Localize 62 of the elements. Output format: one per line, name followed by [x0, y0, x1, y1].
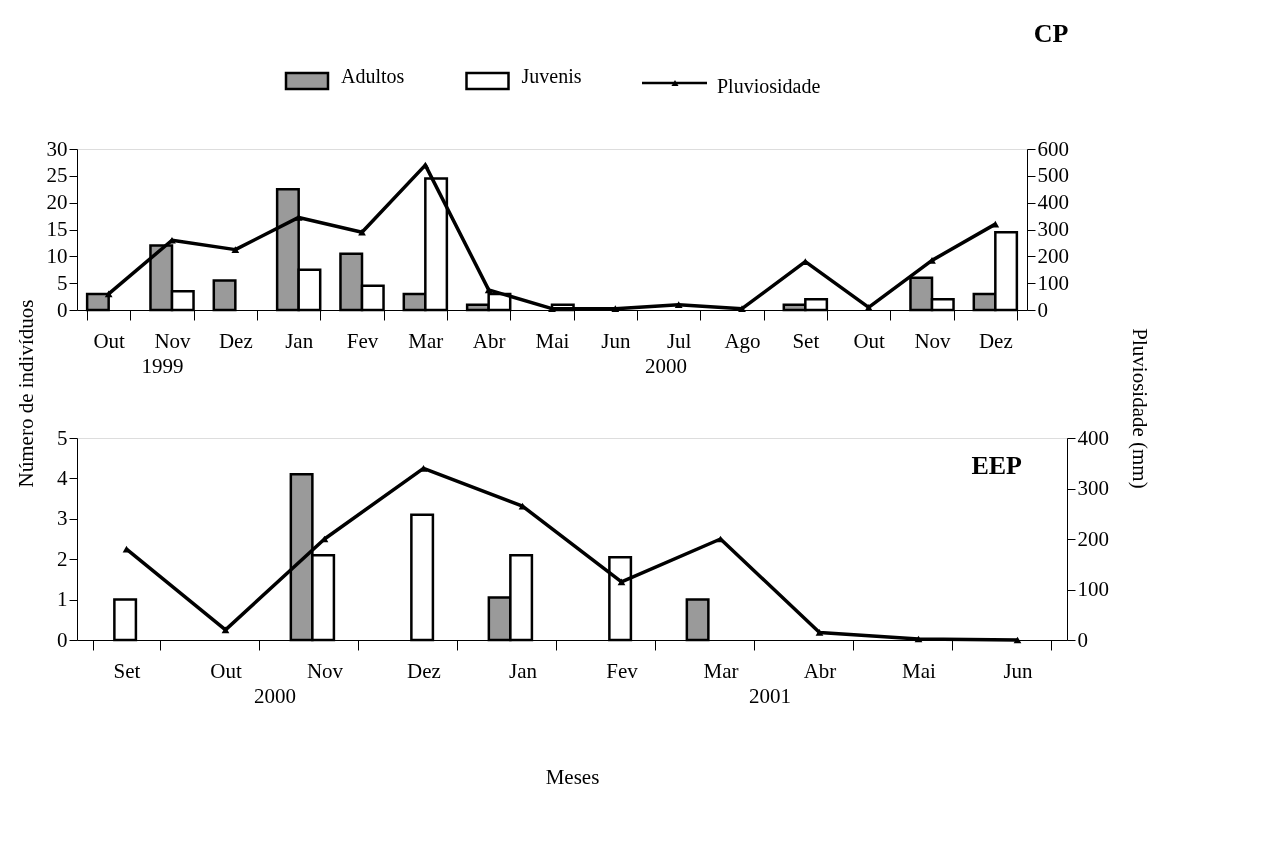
y2-tick-label: 300 [1077, 476, 1109, 500]
x-tick-label: Set [113, 658, 141, 683]
x-tick-label: Dez [978, 328, 1013, 353]
x-tick-label: Ago [724, 328, 761, 353]
x-tick-label: Fev [606, 658, 639, 683]
x-tick-label: Dez [407, 658, 441, 683]
x-tick-label: Jun [1003, 658, 1034, 683]
text: 2000 [645, 354, 687, 378]
x-axis-title: Meses [545, 764, 600, 789]
y-tick-label: 5 [57, 270, 68, 295]
text: 1999 [141, 354, 184, 378]
text: EEP [971, 451, 1023, 480]
y-tick-label: 25 [46, 163, 68, 188]
y-tick-label: 5 [57, 425, 68, 450]
y2-tick-label: 200 [1077, 526, 1109, 551]
x-tick-label: Mai [535, 328, 570, 353]
x-tick-label: Dez [218, 328, 253, 353]
x-tick-label: Mar [703, 658, 739, 683]
y2-tick-label: 200 [1037, 243, 1069, 268]
y2-tick-label: 100 [1037, 270, 1069, 295]
y2-tick-label: 100 [1077, 577, 1109, 601]
legend-label: Juvenis [521, 65, 582, 87]
y2-tick-label: 500 [1037, 163, 1069, 188]
y-tick-label: 1 [57, 587, 68, 612]
x-tick-label: Jun [601, 328, 631, 353]
legend-label: Pluviosidade [717, 75, 821, 97]
x-tick-label: Mai [902, 658, 937, 683]
x-tick-label: Jan [285, 328, 314, 353]
y-tick-label: 0 [57, 297, 68, 322]
x-tick-label: Nov [914, 328, 952, 353]
x-tick-label: Abr [472, 328, 506, 353]
text: 2000 [254, 684, 296, 708]
y2-tick-label: 400 [1077, 425, 1109, 450]
chart-title: CP [1033, 19, 1069, 48]
y-tick-label: 3 [57, 506, 68, 531]
x-tick-label: Nov [306, 658, 344, 683]
x-tick-label: Out [853, 328, 886, 353]
y-tick-label: 20 [46, 190, 68, 215]
text: 2001 [749, 684, 791, 708]
legend-label: Adultos [341, 65, 405, 87]
y-axis-title: Número de indivíduos [14, 299, 38, 488]
y2-tick-label: 0 [1037, 297, 1048, 322]
y-tick-label: 30 [46, 136, 68, 161]
y-tick-label: 15 [46, 217, 68, 241]
x-tick-label: Abr [803, 658, 837, 683]
y2-tick-label: 600 [1037, 136, 1069, 161]
y2-tick-label: 400 [1037, 190, 1069, 215]
y-tick-label: 4 [57, 465, 68, 490]
x-tick-label: Mar [408, 328, 444, 353]
y2-axis-title: Pluviosidade (mm) [1128, 328, 1152, 489]
x-tick-label: Set [792, 328, 820, 353]
y2-tick-label: 300 [1037, 217, 1069, 241]
x-tick-label: Out [93, 328, 126, 353]
y-tick-label: 2 [57, 546, 68, 571]
x-tick-label: Out [210, 658, 242, 683]
x-tick-label: Nov [154, 328, 192, 353]
y-tick-label: 0 [57, 627, 68, 652]
y2-tick-label: 0 [1077, 627, 1088, 652]
x-tick-label: Jan [509, 658, 538, 683]
x-tick-label: Jul [666, 328, 692, 353]
y-tick-label: 10 [46, 243, 68, 268]
x-tick-label: Fev [346, 328, 379, 353]
